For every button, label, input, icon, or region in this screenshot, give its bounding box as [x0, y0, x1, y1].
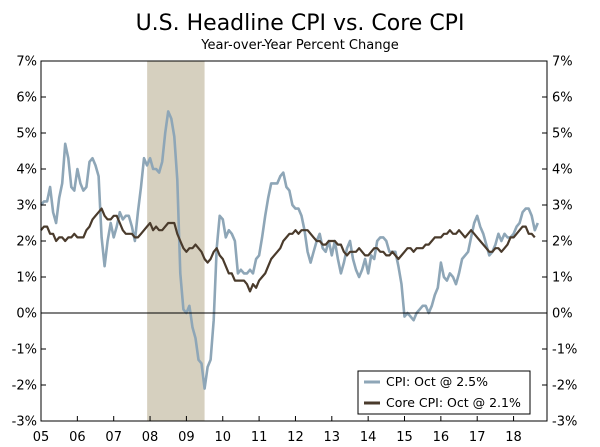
- y-tick-label-right: 6%: [552, 91, 573, 106]
- legend-label-core-cpi: Core CPI: Oct @ 2.1%: [386, 395, 521, 410]
- x-tick-label: 08: [142, 430, 159, 445]
- y-tick-label-right: 7%: [552, 55, 573, 70]
- x-tick-label: 14: [360, 430, 377, 445]
- y-tick-label-left: 6%: [16, 91, 37, 106]
- x-tick-label: 12: [287, 430, 304, 445]
- y-tick-label-right: 4%: [552, 163, 573, 178]
- chart-subtitle: Year-over-Year Percent Change: [200, 38, 398, 53]
- axis-ticks: 7% 7% 6% 6% 5% 5% 4% 4% 3% 3% 2% 2% 1% 1% 0% 0% -1% -1% -2…: [12, 55, 578, 446]
- legend: CPI: Oct @ 2.5% Core CPI: Oct @ 2.1%: [357, 370, 531, 415]
- x-tick-label: 15: [396, 430, 413, 445]
- x-tick-label: 17: [469, 430, 486, 445]
- y-tick-label-right: 1%: [552, 271, 573, 286]
- y-tick-label-left: -2%: [12, 379, 37, 394]
- y-tick-label-right: -1%: [552, 343, 577, 358]
- y-tick-label-right: -2%: [552, 379, 577, 394]
- y-tick-label-right: 5%: [552, 127, 573, 142]
- x-tick-label: 11: [251, 430, 268, 445]
- x-tick-label: 18: [505, 430, 522, 445]
- y-tick-label-left: 7%: [16, 55, 37, 70]
- y-tick-label-right: 2%: [552, 235, 573, 250]
- x-tick-label: 06: [69, 430, 86, 445]
- recession-band: [147, 61, 205, 421]
- y-tick-label-right: 3%: [552, 199, 573, 214]
- y-tick-label-left: 3%: [16, 199, 37, 214]
- y-tick-label-right: -3%: [552, 415, 577, 430]
- chart-marks: [40, 110, 539, 390]
- y-tick-label-left: 5%: [16, 127, 37, 142]
- x-tick-label: 10: [214, 430, 231, 445]
- y-tick-label-left: 1%: [16, 271, 37, 286]
- x-tick-label: 05: [33, 430, 50, 445]
- series-line-cpi: [40, 110, 539, 390]
- y-tick-label-left: 2%: [16, 235, 37, 250]
- x-tick-label: 07: [105, 430, 122, 445]
- chart-title: U.S. Headline CPI vs. Core CPI: [136, 11, 465, 36]
- series-line-core-cpi: [40, 207, 536, 293]
- x-tick-label: 09: [178, 430, 195, 445]
- legend-box: [357, 370, 531, 415]
- y-tick-label-left: -1%: [12, 343, 37, 358]
- legend-label-cpi: CPI: Oct @ 2.5%: [386, 374, 488, 389]
- y-tick-label-left: 4%: [16, 163, 37, 178]
- x-tick-label: 16: [433, 430, 450, 445]
- y-tick-label-right: 0%: [552, 307, 573, 322]
- y-tick-label-left: 0%: [16, 307, 37, 322]
- y-tick-label-left: -3%: [12, 415, 37, 430]
- x-tick-label: 13: [324, 430, 341, 445]
